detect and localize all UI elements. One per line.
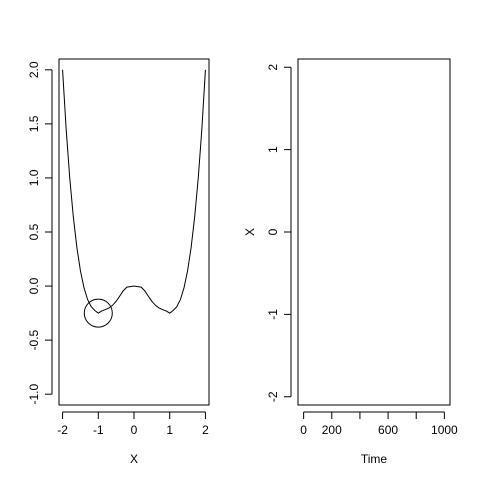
right-chart: 0 200 600 1000 -2 -1 0 1 2 Time X (243, 58, 458, 466)
right-y-axis: -2 -1 0 1 2 (266, 64, 292, 402)
left-y-tick-label: -0.5 (27, 329, 41, 350)
right-y-tick-label: -2 (266, 391, 280, 402)
left-y-tick-label: 0.0 (27, 277, 41, 294)
right-y-tick-label: -1 (266, 309, 280, 320)
left-chart: -2 -1 0 1 2 -1.0 -0.5 0.0 0.5 1.0 1.5 2.0 X (27, 58, 210, 466)
left-x-tick-label: -1 (93, 423, 104, 437)
right-y-tick-label: 2 (266, 64, 280, 71)
left-position-marker (83, 298, 113, 328)
left-y-axis: -1.0 -0.5 0.0 0.5 1.0 1.5 2.0 (27, 61, 53, 405)
right-x-tick-label: 200 (322, 423, 342, 437)
left-x-axis: -2 -1 0 1 2 (57, 411, 209, 437)
right-y-tick-label: 1 (266, 146, 280, 153)
left-y-tick-label: 0.5 (27, 223, 41, 240)
right-x-tick-label: 1000 (431, 423, 458, 437)
left-x-tick-label: 1 (166, 423, 173, 437)
right-x-tick-label: 0 (300, 423, 307, 437)
left-y-tick-label: 1.0 (27, 169, 41, 186)
right-y-tick-label: 0 (266, 228, 280, 235)
right-y-axis-title: X (243, 228, 257, 236)
left-x-tick-label: -2 (57, 423, 68, 437)
left-x-tick-label: 2 (202, 423, 209, 437)
right-x-axis-title: Time (361, 452, 388, 466)
right-x-tick-label: 600 (378, 423, 398, 437)
left-series-line (62, 69, 206, 314)
left-x-axis-title: X (130, 452, 138, 466)
left-x-tick-label: 0 (131, 423, 138, 437)
left-y-tick-label: -1.0 (27, 384, 41, 405)
right-plot-frame (297, 58, 451, 406)
left-plot-frame (58, 58, 210, 406)
left-y-tick-label: 2.0 (27, 61, 41, 78)
left-y-tick-label: 1.5 (27, 115, 41, 132)
right-x-axis: 0 200 600 1000 (300, 411, 458, 437)
